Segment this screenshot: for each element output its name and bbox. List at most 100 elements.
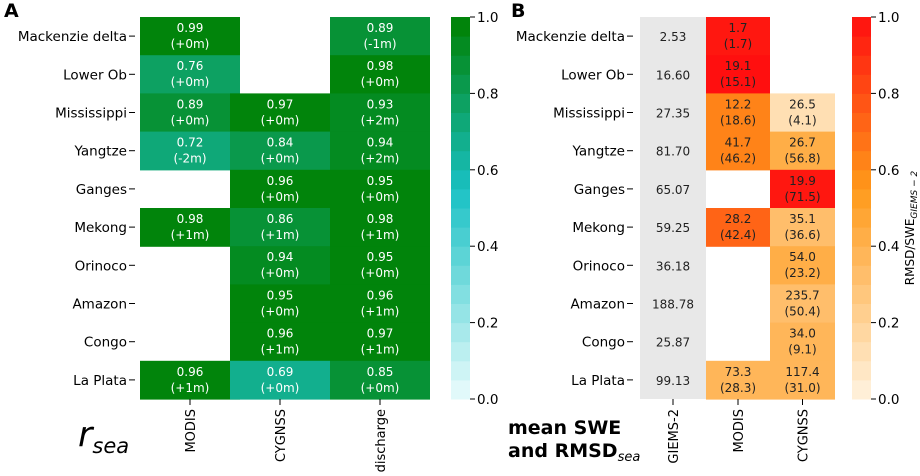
panel-a-colorbar-segment (451, 17, 470, 37)
panel-a-row-label: Yangtze (74, 144, 127, 160)
panel-a-cell (330, 322, 430, 362)
panel-a-colorbar-segment (451, 93, 470, 113)
panel-a-column-label: discharge (374, 409, 389, 472)
panel-a-colorbar-segment (451, 169, 470, 190)
panel-a-cell-lag: (+0m) (361, 75, 400, 89)
panel-b-colorbar-segment (852, 169, 871, 190)
panel-b-cygnss-cell (770, 322, 835, 362)
panel-a-cell-value: 0.89 (367, 21, 394, 35)
panel-b-cygnss-cell (770, 169, 835, 209)
panel-b: B 2.53 1.7 (1.7) 16.60 19.1 (15.1) 27.35 12.2 (1… (508, 0, 920, 465)
panel-a-cell (330, 169, 430, 209)
panel-a-column-label: CYGNSS (274, 409, 289, 462)
panel-b-colorbar-segment (852, 341, 871, 362)
panel-a-cell-lag: (+1m) (361, 228, 400, 242)
panel-a-cell-lag: (+0m) (261, 304, 300, 318)
panel-a-colorbar-segment (451, 112, 470, 133)
panel-b-row-label: Mississippi (553, 106, 625, 122)
panel-a-colorbar-segment (451, 322, 470, 343)
panel-b-colorbar-segment (852, 227, 871, 247)
panel-a-cell-value: 0.69 (267, 365, 294, 379)
panel-b-row-label: Congo (582, 335, 625, 351)
panel-a-cell (140, 55, 240, 94)
panel-b-heatmap-cells: 2.53 1.7 (1.7) 16.60 19.1 (15.1) 27.35 12.2 (18.… (640, 17, 835, 400)
panel-b-cygnss-swe: (31.0) (784, 381, 820, 395)
panel-a-cell-lag: (+0m) (261, 152, 300, 166)
panel-b-modis-cell (706, 131, 770, 171)
panel-a-cell-lag: (+0m) (361, 266, 400, 280)
panel-b-row-label: Lower Ob (561, 67, 625, 83)
panel-b-cygnss-rmsd: 235.7 (785, 288, 819, 302)
panel-a-row-label: Orinoco (75, 258, 127, 274)
panel-a-heatmap-cells: 0.99 (+0m) 0.89 (-1m) 0.76 (+0m) 0.98 (+0m) 0.89… (140, 17, 430, 400)
panel-b-row-label: Mackenzie delta (516, 29, 625, 45)
panel-b-modis-rmsd: 73.3 (725, 365, 752, 379)
panel-a-cell-value: 0.95 (267, 288, 294, 302)
panel-b-colorbar-tick-label: 1.0 (878, 10, 899, 26)
panel-a-cell-value: 0.96 (267, 327, 294, 341)
panel-a-cell-value: 0.99 (177, 21, 204, 35)
panel-a-colorbar-segment (451, 284, 470, 304)
panel-b-cygnss-cell (770, 93, 835, 133)
panel-b-column-label: MODIS (732, 409, 747, 453)
panel-a-colorbar-segment (451, 227, 470, 247)
panel-b-modis-cell (706, 360, 770, 400)
panel-b-cygnss-rmsd: 26.5 (789, 97, 816, 111)
panel-a-cell-value: 0.89 (177, 97, 204, 111)
panel-b-label: B (511, 0, 525, 22)
panel-b-cygnss-swe: (56.8) (784, 152, 820, 166)
panel-b-cygnss-swe: (23.2) (784, 266, 820, 280)
panel-a-cell-value: 0.98 (177, 212, 204, 226)
panel-b-colorbar-segment (852, 188, 871, 209)
panel-a-cell-value: 0.97 (367, 327, 394, 341)
panel-b-modis-swe: (46.2) (720, 152, 756, 166)
panel-a-cell-value: 0.96 (367, 288, 394, 302)
panel-a-colorbar-tick-label: 1.0 (477, 10, 498, 26)
panel-b-cygnss-cell (770, 246, 835, 285)
panel-b-colorbar-segment (852, 112, 871, 133)
panel-a-column-label: MODIS (184, 409, 199, 453)
panel-a-colorbar-tick-label: 0.4 (477, 239, 498, 255)
panel-a-cell (330, 17, 430, 56)
panel-b-colorbar-segment (852, 265, 871, 285)
panel-a-cell-lag: (+0m) (171, 75, 210, 89)
panel-a-colorbar-segment (451, 150, 470, 171)
panel-b-colorbar-label-sub: GIEMS − 2 (910, 171, 920, 219)
panel-b-colorbar-segment (852, 150, 871, 171)
panel-b-cygnss-cell (770, 284, 835, 324)
panel-a-cell (140, 360, 240, 400)
panel-b-giems-value: 65.07 (656, 183, 690, 197)
panel-a-colorbar-tick-label: 0.6 (477, 163, 498, 179)
panel-b-modis-swe: (1.7) (724, 37, 752, 51)
panel-b-cygnss-cell (770, 131, 835, 171)
panel-b-cygnss-rmsd: 34.0 (789, 327, 816, 341)
panel-b-cygnss-swe: (9.1) (788, 343, 816, 357)
panel-a-cell-lag: (+0m) (261, 381, 300, 395)
panel-b-giems-value: 59.25 (656, 221, 690, 235)
panel-a-cell-lag: (+1m) (261, 228, 300, 242)
panel-a-colorbar-segment (451, 188, 470, 209)
panel-b-colorbar-segment (852, 36, 871, 56)
panel-b-colorbar-segment (852, 284, 871, 304)
panel-a-cell-lag: (+0m) (171, 37, 210, 51)
panel-a-cell-lag: (+0m) (261, 190, 300, 204)
panel-b-row-labels: Mackenzie delta Lower Ob Mississippi Yangtz… (516, 29, 633, 389)
panel-a-cell (330, 284, 430, 324)
panel-a-cell-value: 0.96 (267, 174, 294, 188)
panel-a-colorbar-segment (451, 246, 470, 266)
panel-b-colorbar-segment (852, 360, 871, 381)
panel-b-cygnss-swe: (71.5) (784, 190, 820, 204)
panel-b-colorbar-tick-label: 0.0 (878, 392, 899, 408)
panel-b-colorbar-tick-label: 0.4 (878, 239, 899, 255)
panel-a-cell (330, 208, 430, 247)
panel-b-colorbar-segment (852, 93, 871, 113)
panel-a-cell (330, 131, 430, 171)
panel-a-colorbar-segment (451, 379, 470, 400)
panel-a-cell-lag: (+2m) (361, 113, 400, 127)
panel-a-colorbar-segment (451, 36, 470, 56)
panel-a-cell-lag: (+0m) (261, 113, 300, 127)
panel-a-colorbar-segment (451, 131, 470, 152)
panel-a-row-labels: Mackenzie delta Lower Ob Mississippi Yangtz… (18, 29, 135, 389)
panel-b-cygnss-cell (770, 360, 835, 400)
panel-b-modis-rmsd: 28.2 (725, 212, 752, 226)
